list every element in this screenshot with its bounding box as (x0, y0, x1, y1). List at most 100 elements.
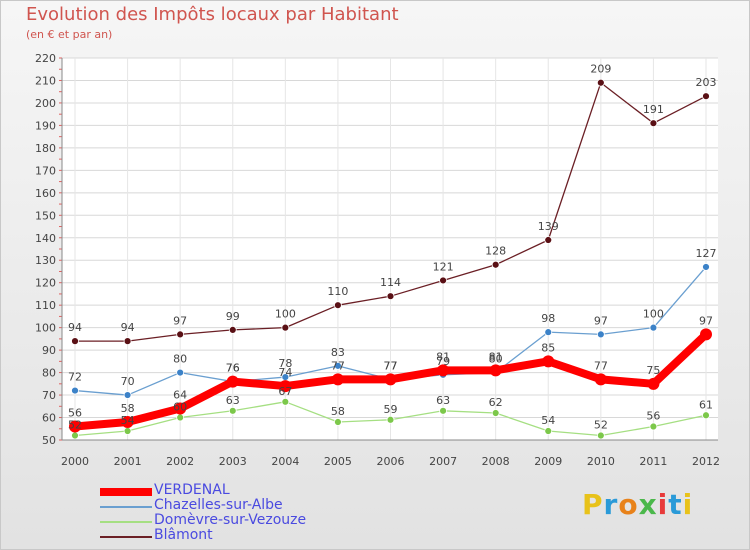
data-label: 63 (226, 394, 240, 407)
chart-title: Evolution des Impôts locaux par Habitant (26, 4, 399, 25)
data-label: 114 (380, 276, 401, 289)
logo-letter: r (603, 488, 619, 521)
logo-letter: x (638, 488, 658, 521)
data-label: 54 (121, 414, 135, 427)
x-tick-label: 2008 (482, 455, 510, 468)
data-point (649, 323, 658, 332)
data-point (596, 431, 605, 440)
data-point (123, 391, 132, 399)
x-tick-label: 2009 (534, 455, 562, 468)
data-point (594, 373, 607, 386)
data-label: 81 (489, 350, 503, 363)
x-tick-label: 2012 (692, 455, 720, 468)
data-point (544, 427, 553, 435)
y-tick-label: 180 (35, 142, 56, 155)
data-point (702, 92, 710, 101)
data-label: 76 (226, 362, 240, 375)
x-tick-label: 2001 (114, 455, 142, 468)
data-label: 72 (68, 371, 82, 384)
data-label: 54 (541, 414, 555, 427)
data-label: 94 (121, 321, 135, 334)
data-point (334, 361, 342, 370)
data-label: 58 (331, 405, 345, 418)
chart-subtitle: (en € et par an) (26, 28, 113, 41)
data-label: 98 (541, 312, 555, 325)
logo-letter: t (668, 488, 683, 521)
y-tick-label: 140 (35, 232, 56, 245)
x-tick-label: 2007 (429, 455, 457, 468)
data-point (544, 236, 553, 244)
y-tick-label: 220 (35, 52, 56, 65)
data-point (331, 373, 344, 386)
y-tick-label: 200 (35, 97, 56, 110)
data-point (439, 406, 447, 415)
data-label: 52 (68, 419, 82, 432)
data-point (439, 276, 447, 285)
data-point (491, 409, 500, 417)
proxiti-logo: Proxiti (582, 488, 693, 521)
data-label: 78 (278, 357, 292, 370)
data-point (123, 427, 132, 435)
data-label: 77 (384, 359, 398, 372)
data-point (649, 119, 658, 128)
y-tick-label: 130 (35, 254, 56, 267)
data-point (334, 301, 342, 310)
data-point (384, 373, 397, 386)
data-point (121, 416, 134, 429)
data-point (71, 431, 79, 440)
logo-letter: i (682, 488, 694, 521)
legend-label-verdenal: VERDENAL (154, 482, 230, 498)
data-label: 191 (643, 103, 664, 116)
data-point (71, 337, 79, 346)
data-label: 209 (590, 63, 611, 76)
data-label: 58 (121, 402, 135, 415)
data-label: 56 (68, 407, 82, 420)
data-label: 128 (485, 245, 506, 258)
data-label: 97 (699, 314, 713, 327)
y-tick-label: 50 (42, 434, 56, 447)
data-point (334, 418, 342, 426)
data-label: 121 (433, 260, 454, 273)
data-label: 99 (226, 310, 240, 323)
data-point (491, 260, 500, 269)
data-point (700, 328, 712, 341)
x-tick-label: 2000 (61, 455, 89, 468)
data-point (228, 406, 237, 415)
data-point (123, 337, 132, 346)
y-tick-label: 170 (35, 164, 56, 177)
data-point (228, 325, 237, 334)
data-label: 97 (594, 314, 608, 327)
data-label: 80 (173, 353, 187, 366)
y-tick-label: 70 (42, 389, 56, 402)
data-label: 62 (489, 396, 503, 409)
legend-swatch-chazelles (100, 506, 152, 508)
data-point (649, 422, 658, 431)
data-point (71, 386, 79, 395)
data-label: 81 (436, 350, 450, 363)
y-tick-label: 90 (42, 344, 56, 357)
data-point (174, 402, 187, 415)
data-point (279, 380, 292, 393)
y-tick-label: 210 (35, 74, 56, 87)
data-point (437, 364, 450, 377)
data-label: 83 (331, 346, 345, 359)
legend-label-blamont: Blâmont (154, 527, 213, 543)
data-point (702, 263, 710, 271)
data-point (281, 323, 290, 332)
data-point (226, 375, 239, 388)
legend-label-chazelles: Chazelles-sur-Albe (154, 497, 283, 513)
data-point (176, 413, 185, 422)
y-tick-label: 60 (42, 412, 56, 425)
data-label: 110 (327, 285, 348, 298)
data-label: 63 (436, 394, 450, 407)
data-label: 203 (696, 76, 717, 89)
data-point (386, 415, 395, 424)
data-label: 67 (278, 385, 292, 398)
legend-swatch-verdenal (100, 488, 152, 496)
data-point (544, 328, 553, 337)
data-label: 59 (384, 403, 398, 416)
data-point (386, 292, 395, 301)
y-tick-label: 120 (35, 277, 56, 290)
data-point (281, 397, 290, 406)
data-label: 70 (121, 375, 135, 388)
